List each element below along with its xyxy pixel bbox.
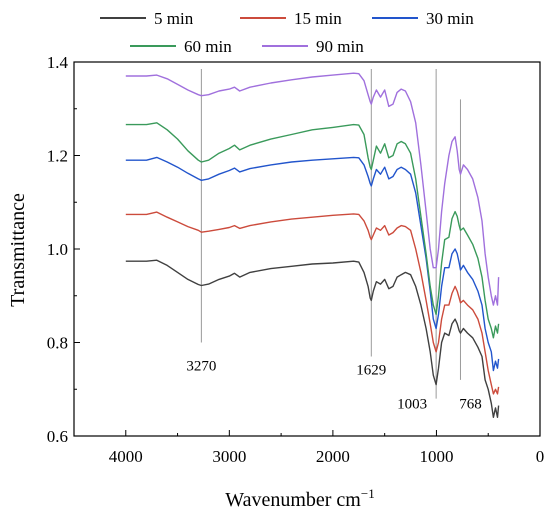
series-line-15-min — [125, 211, 500, 395]
x-tick-label: 3000 — [212, 447, 246, 466]
y-tick-label: 0.8 — [47, 334, 68, 353]
series-lines — [125, 72, 500, 418]
peak-label-768: 768 — [459, 397, 482, 413]
x-tick-label: 4000 — [109, 447, 143, 466]
plot-frame — [73, 61, 541, 437]
y-axis-title: Transmittance — [7, 193, 29, 307]
x-axis-title-text: Wavenumber cm — [225, 489, 361, 511]
peak-label-1629: 1629 — [356, 363, 386, 379]
x-axis-title-superscript: −1 — [361, 486, 375, 501]
x-axis-title: Wavenumber cm−1 — [225, 486, 374, 511]
legend-label-90-min: 90 min — [316, 37, 364, 56]
y-tick-label: 0.6 — [47, 427, 68, 446]
legend-label-5-min: 5 min — [154, 9, 194, 28]
peak-label-3270: 3270 — [186, 359, 216, 375]
x-tick-label: 0 — [536, 447, 545, 466]
series-line-5-min — [125, 259, 500, 418]
legend-label-60-min: 60 min — [184, 37, 232, 56]
series-line-30-min — [125, 156, 500, 372]
axes: 4000 3000 2000 1000 0 0.6 0.8 1.0 1.2 1.4 — [47, 53, 545, 466]
series-line-90-min — [125, 72, 500, 306]
x-tick-label: 2000 — [316, 447, 350, 466]
y-tick-label: 1.4 — [47, 53, 69, 72]
legend: 5 min 15 min 30 min 60 min 90 min — [100, 9, 474, 56]
peak-label-1003: 1003 — [397, 397, 427, 413]
x-tick-label: 1000 — [419, 447, 453, 466]
y-tick-label: 1.0 — [47, 240, 68, 259]
series-line-60-min — [125, 122, 500, 339]
peak-annotations: 3270 1629 1003 768 — [186, 359, 481, 413]
y-tick-label: 1.2 — [47, 147, 68, 166]
legend-label-30-min: 30 min — [426, 9, 474, 28]
legend-label-15-min: 15 min — [294, 9, 342, 28]
